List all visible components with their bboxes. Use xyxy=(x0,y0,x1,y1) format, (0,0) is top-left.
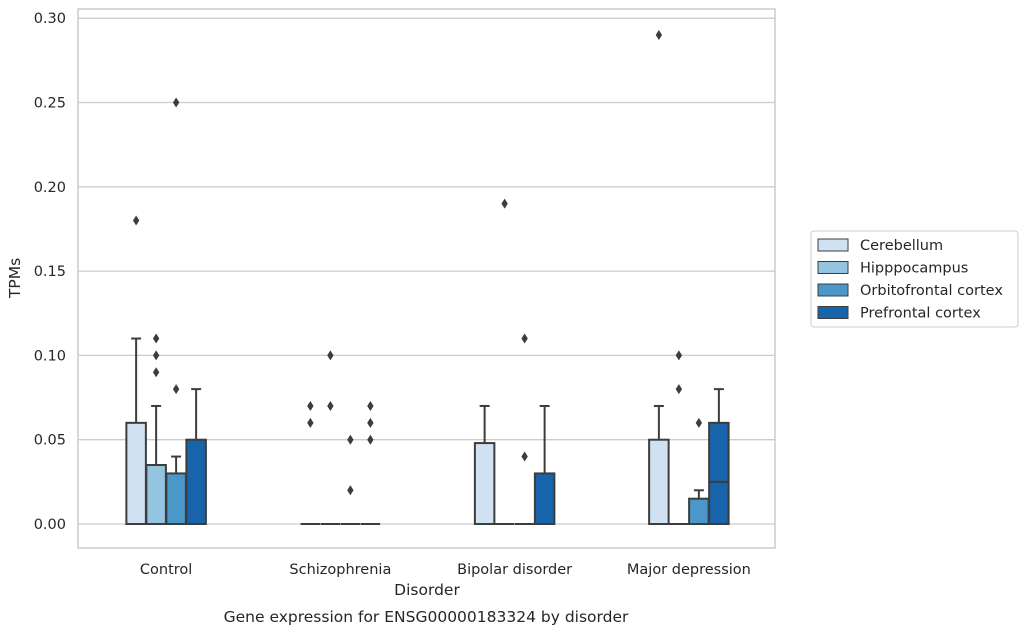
outlier-point xyxy=(367,434,374,445)
plot-area-frame xyxy=(77,8,776,549)
box xyxy=(648,438,670,526)
outlier-point xyxy=(521,333,528,344)
box xyxy=(185,438,207,526)
box-layer xyxy=(125,30,730,526)
box-hipppocampus xyxy=(669,350,689,525)
outlier-point xyxy=(327,350,334,361)
box-cerebellum xyxy=(648,30,670,526)
outlier-point xyxy=(152,367,160,378)
outlier-point xyxy=(152,333,160,344)
box-prefrontal-cortex xyxy=(360,400,381,525)
outlier-point xyxy=(307,400,314,411)
box xyxy=(145,463,167,525)
legend-swatch xyxy=(817,238,849,252)
legend-frame xyxy=(810,230,1019,328)
y-tick-label: 0.10 xyxy=(34,348,66,364)
y-tick-label: 0.30 xyxy=(34,11,66,27)
x-axis-ticks: Control Schizophrenia Bipolar disorder Majo… xyxy=(140,562,751,578)
outlier-point xyxy=(695,417,703,428)
x-tick-label: Major depression xyxy=(627,562,751,578)
box-prefrontal-cortex xyxy=(533,404,556,526)
box-orbitofrontal-cortex xyxy=(340,434,361,525)
box-orbitofrontal-cortex xyxy=(688,417,710,525)
y-tick-label: 0.20 xyxy=(34,180,66,196)
outlier-point xyxy=(367,400,374,411)
y-tick-label: 0.25 xyxy=(34,96,66,112)
box xyxy=(708,421,730,525)
outlier-point xyxy=(367,417,374,428)
x-tick-label: Bipolar disorder xyxy=(457,562,572,578)
outlier-point xyxy=(501,198,508,209)
legend-label: Cerebellum xyxy=(860,238,943,254)
outlier-point xyxy=(172,384,180,395)
outlier-point xyxy=(521,451,528,462)
x-tick-label: Control xyxy=(140,562,192,578)
x-axis-label: Disorder xyxy=(394,581,460,599)
y-axis-label: TPMs xyxy=(6,258,24,299)
legend-swatch xyxy=(817,261,849,274)
y-tick-label: 0.00 xyxy=(34,517,66,533)
box-hipppocampus xyxy=(145,333,167,525)
box-cerebellum xyxy=(125,215,147,525)
box-orbitofrontal-cortex xyxy=(165,97,187,526)
legend: Cerebellum Hipppocampus Orbitofrontal cort… xyxy=(810,230,1019,328)
outlier-point xyxy=(347,485,354,496)
chart-caption: Gene expression for ENSG00000183324 by d… xyxy=(224,608,629,626)
y-tick-label: 0.15 xyxy=(34,264,66,280)
outlier-point xyxy=(132,215,140,226)
y-tick-label: 0.05 xyxy=(34,433,66,449)
legend-label: Orbitofrontal cortex xyxy=(860,283,1003,299)
y-axis-ticks: 0.00 0.05 0.10 0.15 0.20 0.25 0.30 xyxy=(34,11,66,533)
outlier-point xyxy=(152,350,160,361)
legend-swatch xyxy=(817,306,849,319)
box xyxy=(473,442,496,525)
legend-items: Cerebellum Hipppocampus Orbitofrontal cort… xyxy=(817,238,1003,322)
box-cerebellum xyxy=(473,404,496,525)
outlier-point xyxy=(347,434,354,445)
box xyxy=(125,421,147,525)
box-cerebellum xyxy=(300,400,321,525)
box xyxy=(165,472,187,526)
box xyxy=(533,472,556,526)
box xyxy=(688,497,710,525)
box-hipppocampus xyxy=(320,350,341,525)
outlier-point xyxy=(327,400,334,411)
box-orbitofrontal-cortex xyxy=(514,333,535,525)
box-prefrontal-cortex xyxy=(185,388,207,526)
box-hipppocampus xyxy=(494,198,515,525)
legend-swatch xyxy=(817,283,849,297)
outlier-point xyxy=(675,384,683,395)
grid-lines xyxy=(78,17,775,525)
x-tick-label: Schizophrenia xyxy=(289,562,391,578)
outlier-point xyxy=(655,30,663,41)
legend-label: Prefrontal cortex xyxy=(860,306,981,322)
box-prefrontal-cortex xyxy=(708,388,730,525)
outlier-point xyxy=(307,417,314,428)
legend-label: Hipppocampus xyxy=(860,261,968,277)
outlier-point xyxy=(675,350,683,361)
outlier-point xyxy=(172,97,180,108)
